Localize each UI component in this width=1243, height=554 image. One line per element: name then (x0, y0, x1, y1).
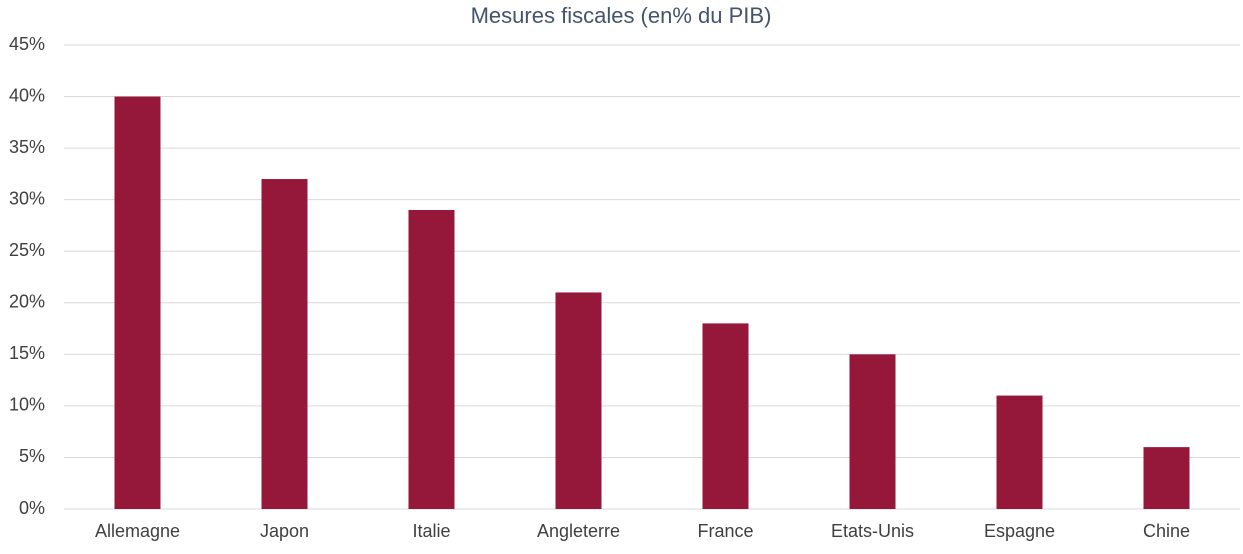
y-tick-label: 30% (9, 188, 45, 208)
y-tick-label: 35% (9, 137, 45, 157)
y-tick-label: 10% (9, 395, 45, 415)
y-tick-label: 45% (9, 34, 45, 54)
bar (408, 209, 455, 509)
x-tick-label: Allemagne (95, 521, 180, 541)
chart-title: Mesures fiscales (en% du PIB) (471, 3, 772, 28)
x-tick-label: Espagne (984, 521, 1055, 541)
bar (555, 292, 602, 509)
bar (261, 179, 308, 510)
y-tick-label: 5% (19, 446, 45, 466)
x-tick-label: Angleterre (537, 521, 620, 541)
x-tick-label: Japon (260, 521, 309, 541)
y-tick-label: 40% (9, 85, 45, 105)
y-tick-label: 25% (9, 240, 45, 260)
y-tick-label: 0% (19, 498, 45, 518)
x-tick-label: Etats-Unis (831, 521, 914, 541)
bar (702, 323, 749, 509)
x-tick-label: Italie (412, 521, 450, 541)
bar (996, 395, 1043, 509)
bar (849, 354, 896, 509)
y-tick-label: 15% (9, 343, 45, 363)
y-tick-label: 20% (9, 292, 45, 312)
x-tick-label: France (697, 521, 753, 541)
bar (1143, 447, 1190, 509)
bar (114, 96, 161, 510)
x-tick-label: Chine (1143, 521, 1190, 541)
